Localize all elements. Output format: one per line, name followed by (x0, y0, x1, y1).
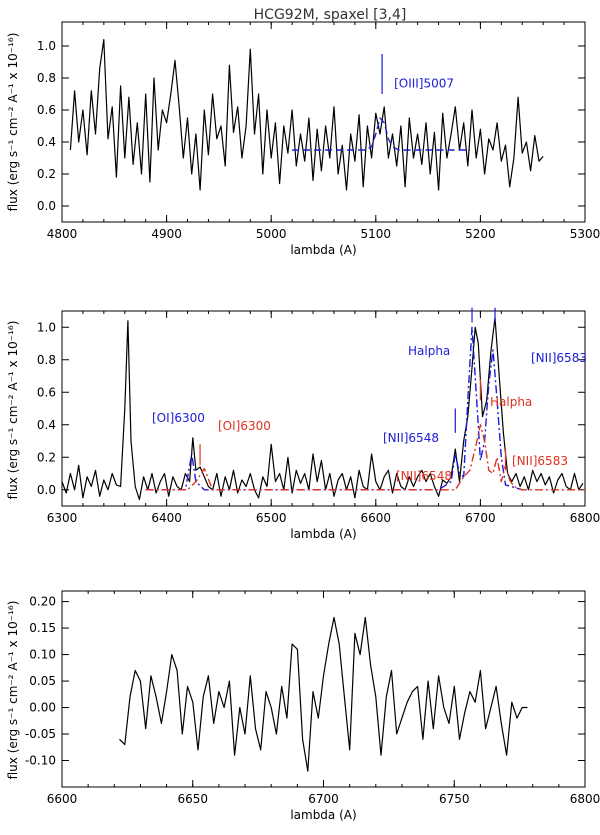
x-tick-label: 6600 (361, 511, 392, 525)
y-tick-label: 0.2 (37, 167, 56, 181)
y-tick-label: 0.20 (29, 595, 56, 609)
line-label: [NII]6548 (383, 431, 439, 445)
x-tick-label: 5000 (256, 227, 287, 241)
x-tick-label: 5300 (570, 227, 600, 241)
plot-frame (61, 310, 586, 507)
line-label: [OIII]5007 (394, 77, 454, 91)
line-label: [NII]6548 (396, 469, 452, 483)
line-label: Halpha (408, 344, 450, 358)
x-tick-label: 6600 (47, 792, 78, 806)
y-tick-label: -0.10 (25, 754, 56, 768)
y-tick-label: 0.4 (37, 135, 56, 149)
series-observed-spectrum (69, 38, 544, 191)
x-tick-label: 6750 (439, 792, 470, 806)
x-axis-label: lambda (A) (290, 808, 356, 822)
panel-bottom: 6600 6650 6700 6750 6800 -0.10 -0.05 0.00 0.05 0.… (6, 590, 600, 822)
y-tick-label: 0.05 (29, 674, 56, 688)
plot-frame (61, 590, 586, 788)
x-tick-label: 6700 (308, 792, 339, 806)
y-tick-label: 0.0 (37, 199, 56, 213)
plot-frame (61, 21, 586, 223)
x-tick-label: 6800 (570, 792, 600, 806)
x-tick-label: 4800 (47, 227, 78, 241)
y-tick-label: 0.15 (29, 621, 56, 635)
x-tick-label: 6500 (256, 511, 287, 525)
series--oiii-5007-fit (292, 117, 470, 151)
x-tick-label: 6400 (151, 511, 182, 525)
y-tick-label: 0.10 (29, 648, 56, 662)
x-tick-label: 6650 (177, 792, 208, 806)
x-axis-label: lambda (A) (290, 527, 356, 541)
y-tick-label: 1.0 (37, 320, 56, 334)
y-tick-label: 0.00 (29, 701, 56, 715)
y-tick-label: 0.8 (37, 353, 56, 367)
y-tick-label: 0.0 (37, 483, 56, 497)
y-axis-label: flux (erg s⁻¹ cm⁻² A⁻¹ x 10⁻¹⁶) (6, 321, 20, 500)
y-tick-label: 0.6 (37, 385, 56, 399)
y-tick-label: 0.8 (37, 71, 56, 85)
line-label: Halpha (490, 395, 532, 409)
x-tick-label: 5100 (361, 227, 392, 241)
x-tick-label: 5200 (465, 227, 496, 241)
panel-top: 4800 4900 5000 5100 5200 5300 0.0 0.2 0.4 0.6 0.8 1… (6, 21, 600, 257)
x-tick-label: 6700 (465, 511, 496, 525)
y-tick-label: 0.4 (37, 418, 56, 432)
line-label: [OI]6300 (218, 419, 271, 433)
line-label: [NII]6583 (512, 454, 568, 468)
series-blue-component-fit (145, 326, 523, 491)
series-red-component-fit (145, 424, 585, 491)
series-residual (119, 616, 528, 772)
y-axis-label: flux (erg s⁻¹ cm⁻² A⁻¹ x 10⁻¹⁶) (6, 601, 20, 780)
y-axis-label: flux (erg s⁻¹ cm⁻² A⁻¹ x 10⁻¹⁶) (6, 33, 20, 212)
y-tick-label: 0.6 (37, 103, 56, 117)
x-axis-label: lambda (A) (290, 243, 356, 257)
x-tick-label: 6800 (570, 511, 600, 525)
y-tick-label: 1.0 (37, 39, 56, 53)
line-label: [NII]6583 (531, 351, 587, 365)
panel-middle: 6300 6400 6500 6600 6700 6800 0.0 0.2 0.4 0.6 0.8 1… (6, 307, 600, 541)
x-tick-label: 6300 (47, 511, 78, 525)
line-label: [OI]6300 (152, 411, 205, 425)
y-tick-label: 0.2 (37, 450, 56, 464)
figure-title: HCG92M, spaxel [3,4] (254, 7, 407, 23)
x-tick-label: 4900 (151, 227, 182, 241)
y-tick-label: -0.05 (25, 727, 56, 741)
